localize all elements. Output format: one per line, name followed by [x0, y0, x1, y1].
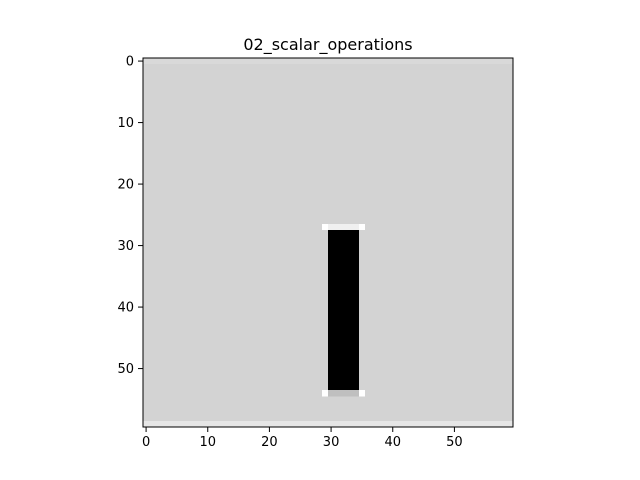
x-tick-label: 40	[384, 435, 401, 450]
image-region-bar-top-cap	[321, 224, 365, 231]
image-region-bar-top-cap-right	[358, 224, 365, 231]
y-tick-label: 0	[126, 55, 134, 70]
heatmap-image	[143, 58, 513, 427]
image-region-bar-bottom-cap-right	[358, 390, 365, 397]
image-region-bar-bottom-cap	[321, 390, 365, 397]
x-tick-label: 0	[142, 435, 150, 450]
image-region-border-top-row	[143, 58, 513, 65]
chart-title: 02_scalar_operations	[243, 35, 412, 55]
y-axis-ticks: 0 10 20 30 40 50	[117, 55, 143, 377]
y-tick-label: 10	[117, 116, 134, 131]
axes-frame	[142, 57, 514, 428]
image-region-bar-body	[328, 230, 359, 391]
y-tick-label: 30	[117, 239, 134, 254]
y-tick-label: 40	[117, 301, 134, 316]
image-region-border-bottom-row	[143, 420, 513, 427]
y-tick-label: 20	[117, 178, 134, 193]
x-tick-label: 20	[261, 435, 278, 450]
y-tick-label: 50	[117, 362, 134, 377]
image-region-bar-bottom-cap-left	[321, 390, 328, 397]
x-axis-ticks: 0 10 20 30 40 50	[142, 427, 463, 450]
x-tick-label: 50	[446, 435, 463, 450]
x-tick-label: 10	[199, 435, 216, 450]
image-region-bar-top-cap-left	[321, 224, 328, 231]
x-tick-label: 30	[323, 435, 340, 450]
